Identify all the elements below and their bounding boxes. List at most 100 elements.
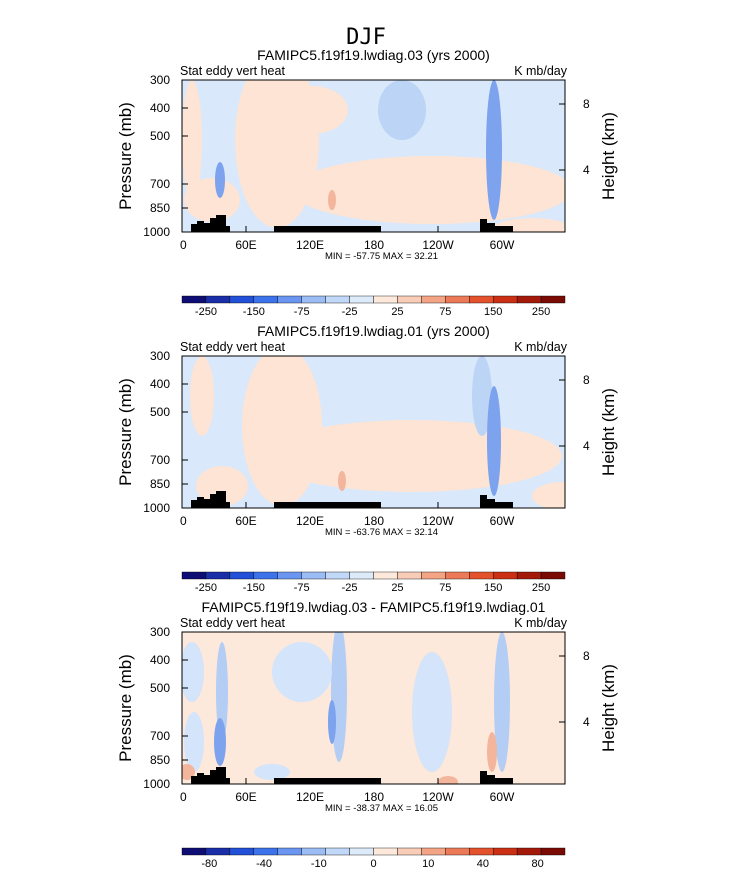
terrain-block: [204, 499, 210, 508]
colorbar-label: -250: [195, 306, 217, 318]
terrain-block: [191, 776, 197, 784]
colorbar-swatch: [540, 847, 566, 856]
colorbar-swatch: [349, 847, 374, 856]
contour-region: [487, 732, 497, 772]
pressure-tick-label: 400: [150, 377, 170, 391]
terrain-block: [274, 502, 381, 508]
pressure-tick-label: 700: [150, 453, 170, 467]
pressure-tick-label: 500: [150, 681, 170, 695]
contour-region: [215, 162, 225, 198]
height-tick-label: 4: [583, 163, 590, 177]
contour-region: [262, 420, 562, 492]
colorbar-swatch: [277, 295, 302, 304]
lon-tick-label: 180: [364, 514, 384, 528]
colorbar-swatch: [397, 295, 422, 304]
colorbar-label: -25: [342, 582, 358, 594]
contour-region: [328, 190, 336, 210]
panel-title: FAMIPC5.f19f19.lwdiag.03 - FAMIPC5.f19f1…: [202, 599, 546, 615]
panel-3: FAMIPC5.f19f19.lwdiag.03 - FAMIPC5.f19f1…: [116, 599, 618, 870]
colorbar-swatch: [445, 295, 470, 304]
colorbar-swatch: [373, 847, 398, 856]
lon-tick-label: 60W: [490, 238, 515, 252]
panel-right-label: K mb/day: [514, 616, 568, 630]
colorbar-label: -80: [201, 858, 217, 870]
contour-fills: [182, 80, 565, 232]
colorbar-swatch: [492, 571, 518, 580]
colorbar-swatch: [301, 571, 326, 580]
colorbar-label: 0: [370, 858, 376, 870]
panel-right-label: K mb/day: [514, 64, 568, 78]
colorbar-swatch: [205, 847, 231, 856]
y-axis-label: Pressure (mb): [116, 102, 135, 210]
colorbar-swatch: [277, 571, 302, 580]
lon-tick-label: 120W: [422, 238, 454, 252]
colorbar-swatch: [492, 847, 518, 856]
terrain-block: [191, 224, 197, 232]
terrain-block: [204, 775, 210, 784]
colorbar-swatch: [205, 295, 231, 304]
colorbar-swatch: [229, 571, 255, 580]
terrain-block: [226, 778, 230, 784]
colorbar-label: 75: [439, 306, 451, 318]
terrain-block: [216, 491, 226, 508]
terrain-block: [226, 226, 230, 232]
colorbar-label: -10: [311, 858, 327, 870]
colorbar-label: -75: [294, 582, 310, 594]
panel-title: FAMIPC5.f19f19.lwdiag.01 (yrs 2000): [257, 323, 490, 339]
pressure-tick-label: 400: [150, 101, 170, 115]
height-tick-label: 8: [583, 97, 590, 111]
lon-tick-label: 120W: [422, 514, 454, 528]
pressure-tick-label: 300: [150, 625, 170, 639]
lon-tick-label: 60W: [490, 790, 515, 804]
height-tick-label: 8: [583, 649, 590, 663]
colorbar-swatch: [325, 295, 350, 304]
colorbar-swatch: [469, 295, 494, 304]
colorbar-swatch: [325, 571, 350, 580]
pressure-tick-label: 700: [150, 729, 170, 743]
colorbar: -250 -150 -75 -25 25 75 150 250: [181, 571, 566, 594]
terrain-block: [480, 219, 487, 232]
terrain-block: [226, 502, 230, 508]
terrain-block: [274, 778, 381, 784]
panel-left-label: Stat eddy vert heat: [180, 340, 285, 354]
colorbar-swatch: [469, 847, 494, 856]
pressure-tick-label: 850: [150, 477, 170, 491]
contour-region: [328, 700, 336, 744]
contour-region: [214, 718, 226, 766]
height-tick-label: 4: [583, 439, 590, 453]
terrain-block: [487, 775, 495, 784]
colorbar-swatch: [181, 571, 207, 580]
terrain-block: [480, 771, 487, 784]
terrain-block: [216, 215, 226, 232]
pressure-tick-label: 500: [150, 405, 170, 419]
panel-1: FAMIPC5.f19f19.lwdiag.03 (yrs 2000)Stat …: [116, 47, 618, 318]
contour-region: [338, 471, 346, 491]
contour-region: [378, 80, 426, 140]
y2-axis-label: Height (km): [599, 388, 618, 476]
panel-right-label: K mb/day: [514, 340, 568, 354]
colorbar-swatch: [421, 295, 446, 304]
y-axis-label: Pressure (mb): [116, 654, 135, 762]
lon-tick-label: 120E: [296, 238, 324, 252]
colorbar-swatch: [445, 847, 470, 856]
colorbar-label: -25: [342, 306, 358, 318]
terrain-block: [487, 499, 495, 508]
terrain-block: [495, 226, 513, 232]
colorbar-label: -150: [243, 306, 265, 318]
y-axis-label: Pressure (mb): [116, 378, 135, 486]
colorbar-label: -75: [294, 306, 310, 318]
y2-axis-label: Height (km): [599, 112, 618, 200]
y2-axis-label: Height (km): [599, 664, 618, 752]
colorbar-swatch: [253, 571, 278, 580]
pressure-tick-label: 1000: [143, 777, 170, 791]
lon-tick-label: 120E: [296, 514, 324, 528]
colorbar-label: 25: [391, 582, 403, 594]
contour-fills: [190, 356, 565, 508]
colorbar-label: 150: [484, 582, 502, 594]
lon-tick-label: 60E: [235, 514, 256, 528]
min-max-stats: MIN = -38.37 MAX = 16.05: [325, 803, 438, 814]
colorbar-swatch: [301, 847, 326, 856]
colorbar-swatch: [349, 571, 374, 580]
contour-region: [184, 178, 240, 222]
